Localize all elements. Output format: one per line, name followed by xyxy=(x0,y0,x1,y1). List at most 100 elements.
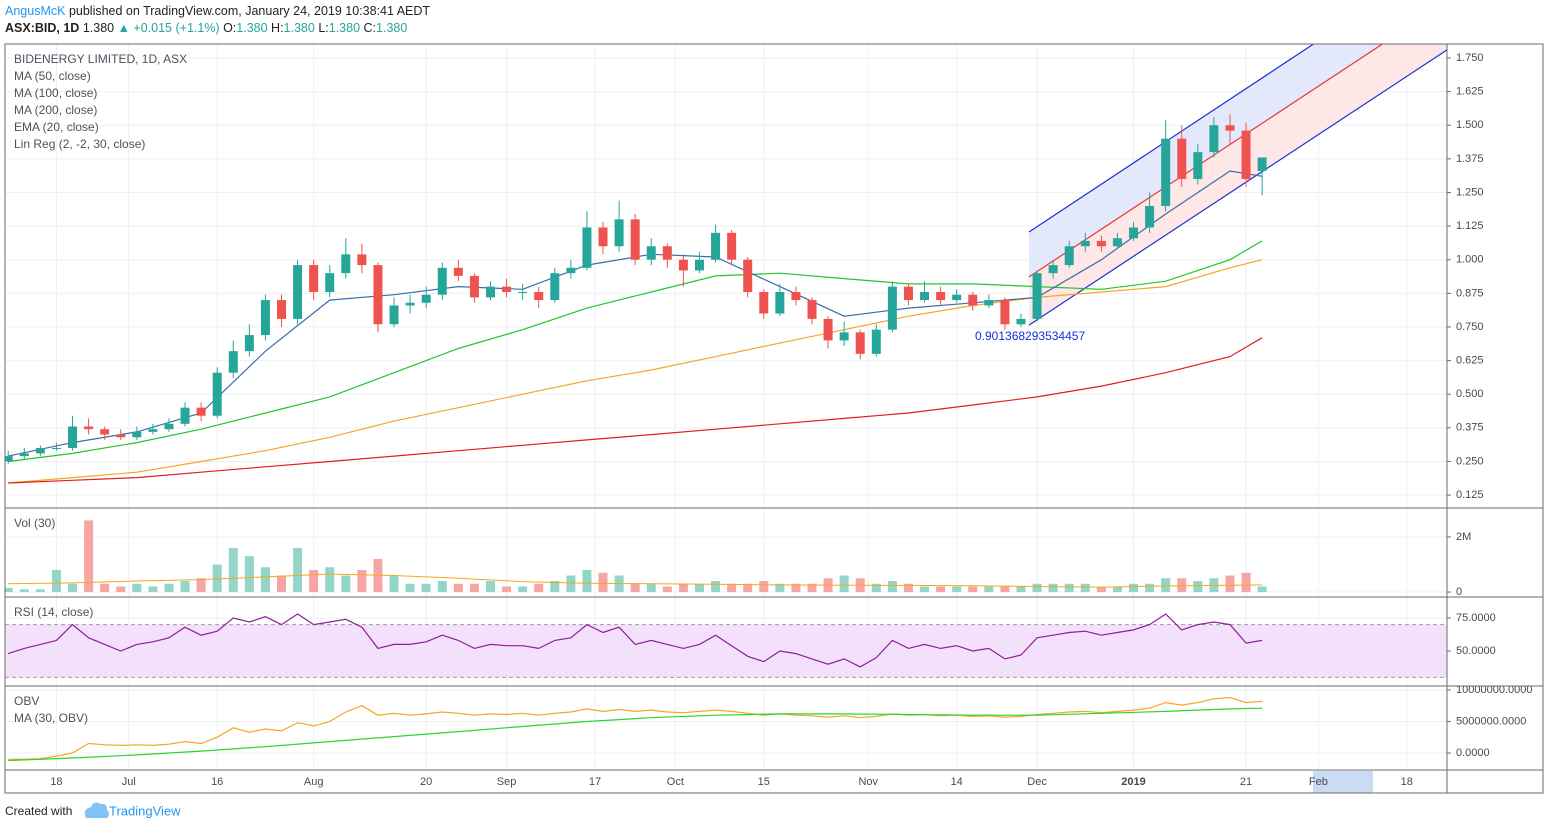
candle-body xyxy=(1177,138,1187,180)
candle-body xyxy=(518,292,528,294)
candle-body xyxy=(325,273,335,293)
y-tick-label: 5000000.0000 xyxy=(1456,715,1526,727)
candle-body xyxy=(984,300,994,306)
volume-bar xyxy=(1112,586,1122,593)
candle-body xyxy=(711,232,721,260)
pane xyxy=(5,613,1447,678)
candle-body xyxy=(630,219,640,260)
volume-bar xyxy=(437,581,447,593)
plot-layer: 18 Jul 16 Aug 20 Sep 17 Oct 15 Nov 14 Dec 2019 21 Feb 1… xyxy=(5,44,1532,788)
time-label: 16 xyxy=(211,776,223,788)
symbol: ASX:BID, 1D xyxy=(5,21,79,35)
candle-body xyxy=(855,332,865,354)
candle-body xyxy=(35,448,45,454)
volume-bar xyxy=(582,569,592,593)
time-label: Sep xyxy=(497,776,517,788)
candle-body xyxy=(68,426,78,449)
candle-body xyxy=(1225,125,1235,131)
candle-body xyxy=(373,265,383,325)
candle-body xyxy=(1000,300,1010,325)
last-price: 1.380 xyxy=(83,21,114,35)
y-tick-label: 1.125 xyxy=(1456,220,1484,232)
candle-body xyxy=(968,294,978,306)
candle-body xyxy=(727,232,737,260)
volume-bar xyxy=(5,587,13,593)
candle-body xyxy=(293,265,303,319)
volume-bar xyxy=(1064,583,1074,593)
y-tick-label: 1.000 xyxy=(1456,254,1484,266)
candle-body xyxy=(662,246,672,260)
candle-body xyxy=(1048,265,1058,274)
candle-body xyxy=(1161,138,1171,206)
candle-body xyxy=(453,267,463,276)
candle-body xyxy=(566,267,576,274)
volume-bar xyxy=(630,583,640,593)
volume-bar xyxy=(759,581,769,593)
candle-body xyxy=(51,448,61,450)
candle-body xyxy=(1145,205,1155,228)
candle-body xyxy=(212,372,222,416)
candle-body xyxy=(196,407,206,416)
tv-logo[interactable] xyxy=(84,802,109,818)
y-tick-label: 0.125 xyxy=(1456,489,1484,501)
footer-brand[interactable]: TradingView xyxy=(109,803,181,818)
volume-bar xyxy=(1048,583,1058,593)
y-tick-label: 0.750 xyxy=(1456,321,1484,333)
y-tick-label: 75.0000 xyxy=(1456,612,1496,624)
candle-body xyxy=(277,300,287,319)
candle-body xyxy=(1080,240,1090,247)
legend-entry: BIDENERGY LIMITED, 1D, ASX xyxy=(14,52,187,66)
volume-bar xyxy=(518,586,528,593)
time-label: Dec xyxy=(1027,776,1047,788)
legend-entry: MA (50, close) xyxy=(14,69,91,83)
candle-body xyxy=(148,429,158,432)
candle-body xyxy=(823,318,833,341)
volume-bar xyxy=(164,583,174,593)
ma-line xyxy=(8,259,1263,484)
candle-body xyxy=(936,292,946,301)
candle-body xyxy=(952,294,962,301)
rsi-band xyxy=(5,624,1447,678)
volume-bar xyxy=(646,583,656,593)
candle-body xyxy=(1096,240,1106,247)
candle-body xyxy=(164,423,174,430)
candle-body xyxy=(582,227,592,268)
volume-bar xyxy=(920,586,930,593)
volume-bar xyxy=(550,581,560,593)
time-label: 17 xyxy=(589,776,601,788)
volume-bar xyxy=(1177,578,1187,593)
candle-body xyxy=(678,259,688,271)
y-tick-label: 0.250 xyxy=(1456,455,1484,467)
time-label: Jul xyxy=(122,776,136,788)
author[interactable]: AngusMcK xyxy=(5,4,66,18)
y-tick-label: 2M xyxy=(1456,531,1471,543)
channel-lower-fill xyxy=(1029,44,1447,326)
legend-entry: OBV xyxy=(14,694,39,708)
y-tick-label: 1.250 xyxy=(1456,186,1484,198)
candle-body xyxy=(84,426,94,430)
change: ▲ +0.015 (+1.1%) xyxy=(118,21,220,35)
ma-line xyxy=(8,337,1263,484)
candle-body xyxy=(389,305,399,325)
volume-bar xyxy=(293,547,303,593)
volume-bar xyxy=(357,569,367,593)
candle-body xyxy=(100,429,110,435)
y-tick-label: 0.0000 xyxy=(1456,747,1490,759)
time-highlight xyxy=(1313,771,1373,793)
volume-bar xyxy=(694,583,704,593)
footer-text: Created with xyxy=(5,804,72,818)
volume-bar xyxy=(100,583,110,593)
candle-body xyxy=(1016,318,1026,325)
volume-bar xyxy=(1257,586,1267,593)
ohlc-value: 1.380 xyxy=(236,21,267,35)
candle-body xyxy=(260,300,270,336)
volume-bar xyxy=(598,572,608,593)
candle-body xyxy=(502,286,512,293)
volume-bar xyxy=(84,520,94,593)
time-label: 2019 xyxy=(1121,776,1145,788)
volume-bar xyxy=(19,589,29,593)
candle-body xyxy=(920,292,930,301)
y-tick-label: 1.625 xyxy=(1456,86,1484,98)
volume-bar xyxy=(903,583,913,593)
